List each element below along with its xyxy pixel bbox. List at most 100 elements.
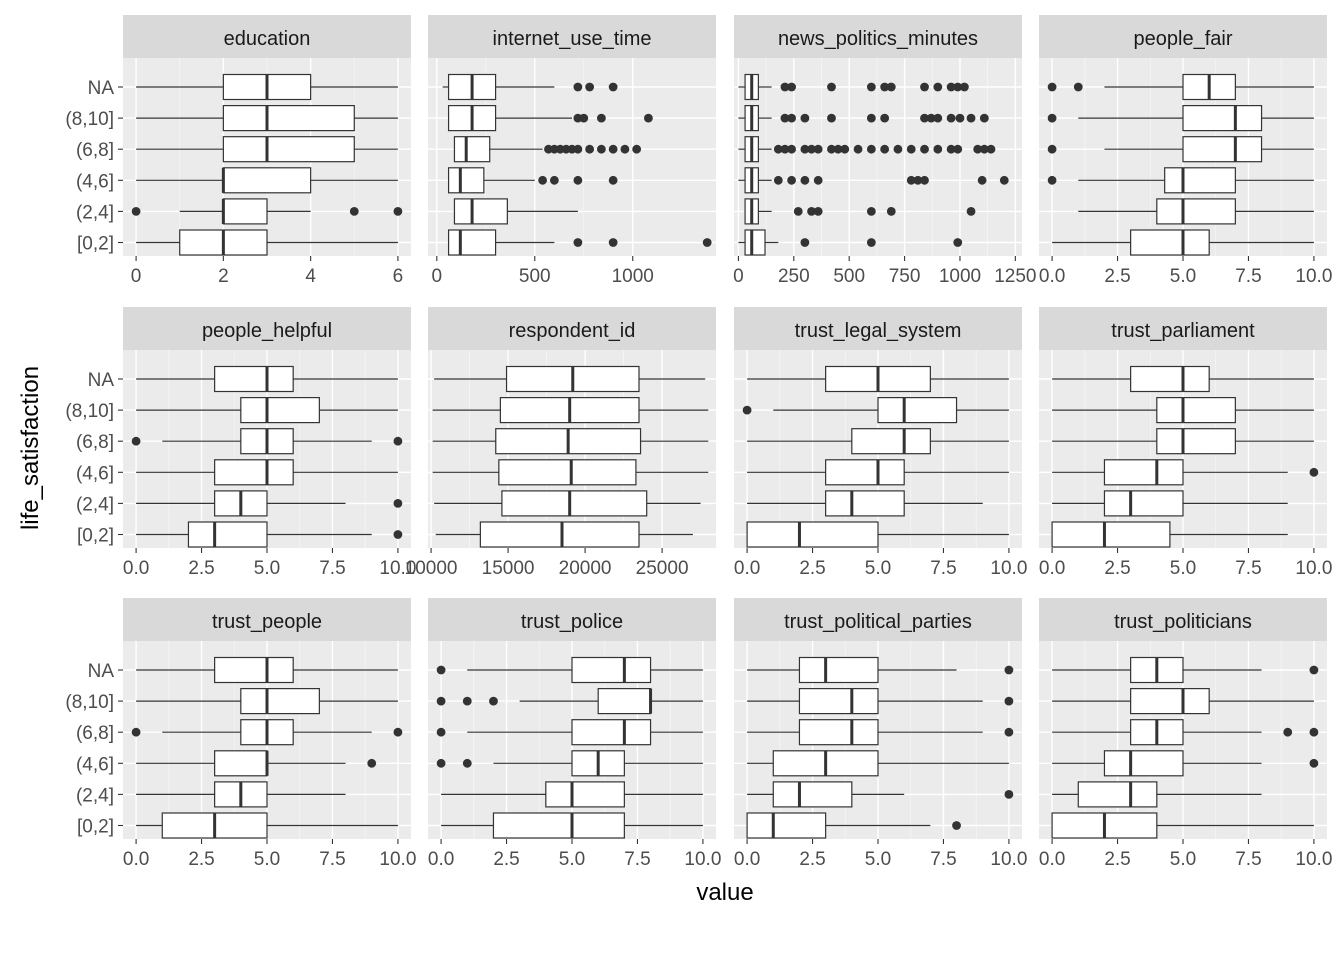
- box-iqr: [1156, 198, 1236, 225]
- boxplot-internet-use-time-4: [447, 104, 653, 132]
- facet-panel-news-politics-minutes: news_politics_minutes 0 250 500 750 1000 1250: [733, 15, 1036, 287]
- boxplot-news-politics-minutes-1: [744, 198, 976, 225]
- boxplot-people-fair-2: [1047, 167, 1314, 194]
- outlier-point: [585, 144, 595, 154]
- outlier-point: [933, 113, 943, 123]
- box-iqr: [1103, 459, 1184, 486]
- boxplot-trust-police-0: [441, 812, 703, 839]
- boxplot-trust-parliament-3: [1052, 428, 1314, 455]
- box-iqr: [214, 750, 268, 777]
- x-tick-label: 0: [733, 266, 744, 287]
- box-iqr: [1130, 229, 1210, 256]
- x-tick-label: 1250: [994, 266, 1036, 287]
- box-iqr: [222, 167, 312, 194]
- box-iqr: [1164, 167, 1236, 194]
- facet-strip: [1039, 307, 1327, 350]
- boxplot-respondent-id-3: [432, 428, 709, 455]
- box-iqr: [1182, 136, 1263, 163]
- boxplot-people-helpful-0: [136, 521, 403, 548]
- box-iqr: [453, 136, 491, 163]
- box-iqr: [1077, 781, 1158, 808]
- outlier-point: [436, 727, 446, 737]
- x-tick-label: 0.0: [734, 849, 760, 870]
- y-tick-label: (8,10]: [65, 692, 114, 713]
- x-tick-label: 10.0: [1295, 558, 1332, 579]
- boxplot-people-helpful-3: [131, 428, 403, 455]
- facet-panel-trust-legal-system: trust_legal_system 0.0 2.5 5.0 7.5 10.0: [734, 307, 1027, 579]
- boxplot-respondent-id-1: [434, 490, 701, 517]
- y-tick-label: (4,6]: [76, 754, 114, 775]
- boxplot-education-1: [131, 198, 403, 225]
- x-tick-label: 2: [218, 266, 229, 287]
- outlier-point: [920, 144, 929, 154]
- outlier-point: [979, 144, 989, 154]
- x-tick-label: 5.0: [1170, 849, 1196, 870]
- x-tick-label: 750: [889, 266, 921, 287]
- facet-strip-label: news_politics_minutes: [778, 28, 978, 50]
- facet-strip: [734, 15, 1022, 58]
- facet-strip-label: respondent_id: [509, 320, 636, 342]
- outlier-point: [1004, 665, 1014, 675]
- x-tick-label: 1000: [939, 266, 981, 287]
- outlier-point: [787, 82, 796, 92]
- facet-strip-label: trust_politicians: [1114, 611, 1252, 633]
- facet-panel-education: education 0 2 4 6 [0,2] (2,4] (4,6] (6,8] (8,10] N…: [65, 15, 411, 287]
- boxplot-trust-parliament-1: [1052, 490, 1288, 517]
- facet-strip-label: internet_use_time: [493, 28, 652, 50]
- outlier-point: [977, 175, 987, 185]
- y-tick-label: (2,4]: [76, 785, 114, 806]
- box-iqr: [1130, 687, 1210, 715]
- outlier-point: [787, 144, 796, 154]
- box-iqr: [571, 719, 652, 746]
- outlier-point: [866, 238, 876, 247]
- box-iqr: [877, 397, 958, 424]
- facet-strip-label: trust_legal_system: [795, 320, 962, 342]
- y-tick-label: (8,10]: [65, 401, 114, 422]
- box-iqr: [222, 136, 355, 163]
- outlier-point: [953, 144, 963, 154]
- box-iqr: [1103, 490, 1184, 517]
- x-tick-label: 5.0: [254, 558, 280, 579]
- outlier-point: [979, 113, 989, 123]
- box-iqr: [498, 459, 637, 486]
- x-tick-label: 2.5: [188, 849, 214, 870]
- outlier-point: [946, 82, 956, 92]
- outlier-point: [999, 175, 1009, 185]
- outlier-point: [787, 113, 796, 123]
- facet-strip: [428, 307, 716, 350]
- outlier-point: [573, 238, 583, 247]
- outlier-point: [632, 144, 642, 154]
- outlier-point: [462, 696, 472, 706]
- x-tick-label: 7.5: [1235, 266, 1261, 287]
- boxplot-trust-people-3: [131, 719, 403, 746]
- outlier-point: [853, 144, 863, 154]
- outlier-point: [349, 207, 359, 216]
- y-tick-label: (8,10]: [65, 109, 114, 130]
- y-tick-label: (6,8]: [76, 140, 114, 161]
- boxplot-news-politics-minutes-0: [738, 229, 963, 256]
- facet-strip: [123, 307, 411, 350]
- outlier-point: [131, 436, 141, 446]
- boxplot-trust-political-parties-2: [747, 750, 1009, 777]
- x-tick-label: 5.0: [1170, 558, 1196, 579]
- boxplot-trust-police-3: [436, 719, 703, 746]
- box-iqr: [746, 812, 827, 839]
- outlier-point: [1047, 175, 1057, 185]
- outlier-point: [813, 144, 823, 154]
- x-tick-label: 0.0: [734, 558, 760, 579]
- y-tick-label: (6,8]: [76, 432, 114, 453]
- x-tick-label: 5.0: [1170, 266, 1196, 287]
- box-iqr: [1130, 365, 1210, 393]
- outlier-point: [1309, 665, 1319, 675]
- outlier-point: [827, 144, 836, 154]
- outlier-point: [866, 113, 876, 123]
- box-iqr: [772, 781, 853, 808]
- outlier-point: [549, 175, 559, 185]
- x-tick-label: 25000: [636, 558, 689, 579]
- outlier-point: [1283, 727, 1293, 737]
- x-tick-label: 7.5: [1235, 558, 1261, 579]
- outlier-point: [833, 144, 843, 154]
- x-tick-label: 2.5: [1104, 558, 1130, 579]
- outlier-point: [393, 207, 403, 216]
